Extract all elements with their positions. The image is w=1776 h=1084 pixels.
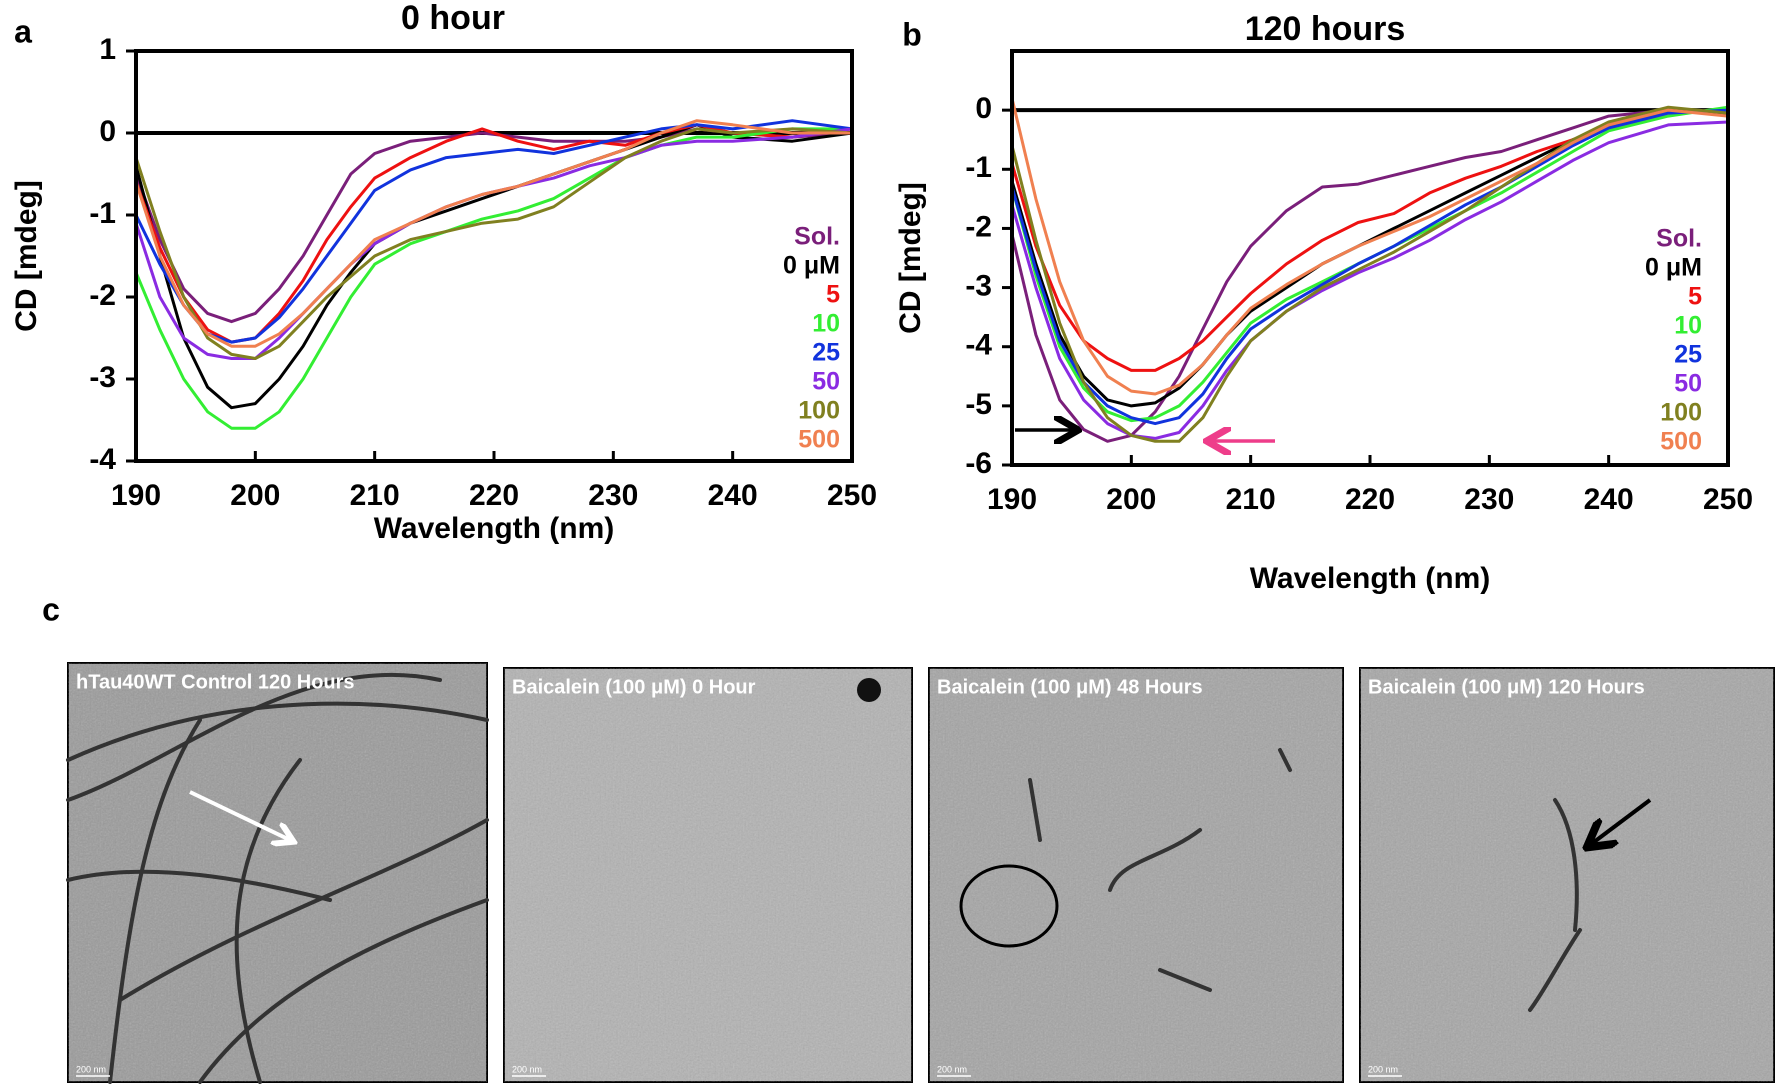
x-tick-label: 210	[350, 479, 400, 512]
x-tick-label: 210	[1226, 483, 1276, 516]
legend-label: 50	[812, 368, 840, 396]
plot-frame	[1010, 49, 1730, 467]
legend-label: 5	[826, 281, 840, 309]
fibril	[198, 898, 489, 1084]
micrograph-texture	[1360, 668, 1774, 1082]
y-tick-label: -4	[89, 443, 116, 476]
fibril	[66, 869, 332, 902]
scale-bar-label: 200 nm	[512, 1064, 542, 1074]
legend-label: 500	[798, 426, 840, 454]
annotation-arrow	[1590, 798, 1652, 845]
fibril	[118, 818, 489, 1002]
data-line	[1010, 105, 1729, 443]
fibril	[66, 701, 489, 762]
micrograph-label: Baicalein (100 μM) 0 Hour	[512, 676, 756, 698]
y-tick-label: -6	[965, 447, 992, 480]
y-tick-label: -1	[89, 197, 116, 230]
legend-label: 50	[1674, 370, 1702, 398]
x-tick-label: 220	[1345, 483, 1395, 516]
y-tick-label: -3	[89, 361, 116, 394]
x-tick-label: 250	[1703, 483, 1753, 516]
legend-label: 10	[812, 310, 840, 338]
legend-label: 500	[1660, 428, 1702, 456]
x-tick-label: 230	[1464, 483, 1514, 516]
micrograph-label: hTau40WT Control 120 Hours	[76, 671, 355, 693]
panel-label: c	[42, 591, 60, 627]
chart-title: 120 hours	[1245, 10, 1406, 48]
x-tick-label: 200	[1106, 483, 1156, 516]
y-tick-label: -5	[965, 388, 992, 421]
y-tick-label: -4	[965, 329, 992, 362]
y-tick-label: 0	[975, 92, 992, 125]
micrograph-panels: hTau40WT Control 120 Hours 200 nm Baicalei…	[66, 662, 1775, 1084]
circled-region	[959, 864, 1059, 948]
legend-label: Sol.	[794, 223, 840, 251]
x-axis-label: Wavelength (nm)	[374, 512, 615, 545]
scale-bar-label: 200 nm	[1368, 1064, 1398, 1074]
data-line	[134, 127, 853, 360]
scale-bar-label: 200 nm	[76, 1064, 106, 1074]
data-line	[134, 123, 853, 410]
data-line	[1010, 97, 1729, 396]
legend-label: Sol.	[1656, 225, 1702, 253]
fibril	[1528, 928, 1582, 1012]
legend-label: 25	[812, 339, 840, 367]
legend-label: 100	[798, 397, 840, 425]
data-line	[1010, 108, 1729, 443]
micrograph-texture	[929, 668, 1343, 1082]
legend-label: 100	[1660, 399, 1702, 427]
x-tick-label: 230	[588, 479, 638, 512]
x-tick-label: 240	[1584, 483, 1634, 516]
fibril	[1028, 778, 1042, 842]
legend-label: 10	[1674, 312, 1702, 340]
fibril	[66, 673, 442, 802]
micrograph-label: Baicalein (100 μM) 120 Hours	[1368, 676, 1645, 698]
y-axis-label: CD [mdeg]	[894, 182, 927, 334]
x-tick-label: 250	[827, 479, 877, 512]
data-line	[134, 119, 853, 344]
fibril	[1158, 968, 1212, 992]
data-line	[134, 123, 853, 344]
data-line	[134, 119, 852, 348]
data-line	[134, 127, 853, 324]
y-tick-label: -2	[965, 210, 992, 243]
y-tick-label: -3	[965, 269, 992, 302]
fibril	[108, 718, 202, 1084]
y-tick-label: -2	[89, 279, 116, 312]
data-line	[134, 127, 853, 360]
fibril	[1278, 748, 1292, 772]
annotation-arrow	[189, 790, 290, 840]
fibril	[1108, 828, 1202, 892]
data-line	[1010, 108, 1729, 372]
x-tick-label: 240	[708, 479, 758, 512]
x-tick-label: 220	[469, 479, 519, 512]
chart-title: 0 hour	[401, 0, 505, 37]
legend-label: 25	[1674, 341, 1702, 369]
micrograph-texture	[504, 668, 912, 1082]
x-tick-label: 190	[111, 479, 161, 512]
data-line	[1010, 108, 1729, 426]
legend-label: 0 μM	[1645, 254, 1702, 282]
debris	[857, 678, 881, 702]
y-tick-label: 0	[99, 115, 116, 148]
data-line	[1010, 120, 1729, 440]
legend-label: 5	[1688, 283, 1702, 311]
legend-label: 0 μM	[783, 252, 840, 280]
plot-frame	[134, 49, 854, 463]
scale-bar-label: 200 nm	[937, 1064, 967, 1074]
x-tick-label: 200	[230, 479, 280, 512]
panel-label: a	[14, 13, 32, 49]
micrograph-label: Baicalein (100 μM) 48 Hours	[937, 676, 1203, 698]
data-line	[134, 127, 852, 430]
fibril	[1553, 798, 1579, 932]
data-line	[1010, 108, 1729, 408]
x-axis-label: Wavelength (nm)	[1250, 562, 1491, 595]
y-tick-label: -1	[965, 151, 992, 184]
x-tick-label: 190	[987, 483, 1037, 516]
y-axis-label: CD [mdeg]	[10, 180, 43, 332]
panel-label: b	[902, 16, 922, 52]
y-tick-label: 1	[99, 33, 116, 66]
